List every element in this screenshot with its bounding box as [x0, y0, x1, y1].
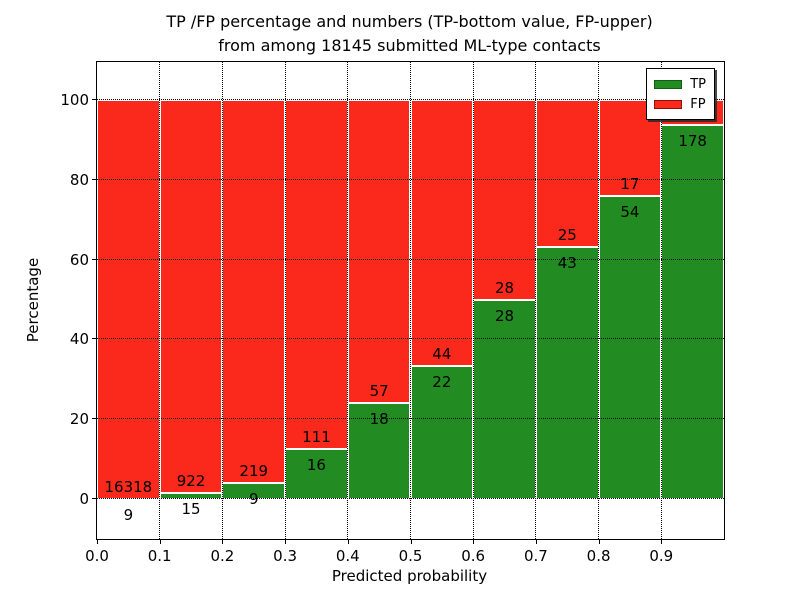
x-tick-label-0.9: 0.9	[649, 547, 674, 565]
x-tick-label-0.0: 0.0	[85, 547, 109, 565]
tp-count-label-0.6-0.7: 28	[494, 306, 515, 325]
y-gridline-100	[97, 99, 724, 100]
fp-count-label-0.2-0.3: 219	[239, 462, 269, 481]
x-tick-label-0.2: 0.2	[210, 547, 235, 565]
tp-legend-swatch	[654, 79, 683, 89]
y-tick-label-60: 60	[69, 250, 89, 269]
fp-count-label-0.4-0.5: 57	[369, 382, 389, 401]
chart-title: TP /FP percentage and numbers (TP-bottom…	[96, 10, 723, 58]
y-tick-60	[92, 258, 97, 260]
legend-item-tp: TP	[654, 74, 706, 94]
legend: TP FP	[646, 68, 715, 120]
tp-bar-0.6-0.7	[473, 299, 536, 499]
x-tick-0.6	[473, 539, 475, 544]
x-gridline-0.1	[159, 62, 161, 539]
x-tick-label-0.8: 0.8	[586, 547, 611, 565]
y-tick-label-20: 20	[69, 410, 89, 429]
tp-bar-0.8-0.9	[598, 195, 662, 499]
x-gridline-0.8	[598, 62, 600, 539]
fp-legend-label: FP	[690, 96, 706, 112]
fp-bar-0.1-0.2	[159, 100, 223, 493]
y-tick-80	[92, 178, 97, 180]
x-tick-0.2	[222, 539, 224, 544]
tp-bar-0.4-0.5	[347, 403, 411, 499]
y-tick-100	[92, 99, 97, 100]
x-tick-0.0	[97, 539, 98, 544]
y-gridline-40	[97, 338, 724, 340]
y-tick-20	[92, 418, 97, 420]
x-gridline-0.7	[535, 62, 537, 539]
x-tick-0.7	[535, 539, 537, 544]
fp-legend-swatch	[654, 99, 683, 109]
x-tick-0.8	[598, 539, 600, 544]
fp-count-label-0.0-0.1: 16318	[104, 477, 153, 496]
y-tick-label-40: 40	[69, 330, 89, 349]
x-tick-label-0.1: 0.1	[147, 547, 172, 565]
x-gridline-0.5	[410, 62, 411, 539]
fp-count-label-0.1-0.2: 922	[176, 471, 206, 490]
x-axis-label: Predicted probability	[331, 567, 488, 585]
plot-area: 16318 9 922 15 219 9 111 16 57 18 44 22 28 28 25 43 17 54…	[60, 61, 725, 565]
tp-legend-label: TP	[690, 76, 706, 92]
y-axis-label: Percentage	[24, 257, 42, 343]
x-gridline-0.6	[472, 62, 474, 539]
tp-bar-0.9-1.0	[661, 125, 724, 499]
tp-count-label-0.4-0.5: 18	[369, 410, 389, 429]
fp-bar-0.3-0.4	[285, 100, 348, 449]
x-tick-0.1	[159, 539, 161, 544]
y-tick-40	[92, 338, 97, 340]
legend-item-fp: FP	[654, 94, 706, 114]
y-tick-0	[92, 498, 97, 499]
grid-layer	[97, 62, 724, 539]
x-gridline-0.2	[221, 62, 223, 539]
fp-count-label-0.8-0.9: 17	[620, 174, 640, 193]
y-tick-label-80: 80	[69, 170, 89, 189]
bar-count-labels-layer: 16318 9 922 15 219 9 111 16 57 18 44 22 28 28 25 43 17 54…	[97, 62, 724, 539]
x-gridline-0.3	[284, 62, 286, 539]
tp-bar-0.7-0.8	[535, 246, 599, 499]
tp-count-label-0.7-0.8: 43	[557, 253, 577, 272]
y-gridline-80	[97, 178, 724, 180]
x-tick-label-0.4: 0.4	[335, 547, 360, 565]
x-tick-label-0.3: 0.3	[273, 547, 298, 565]
fp-count-label-0.5-0.6: 44	[432, 345, 452, 363]
tp-count-label-0.1-0.2: 15	[181, 499, 201, 518]
tp-count-label-0.8-0.9: 54	[620, 202, 640, 221]
ticks-layer: 0.0 0.1 0.2 0.3 0.4 0.5 0.6 0.7 0.8 0.9 0 20 40 60 80 1…	[60, 62, 724, 565]
fp-bar-0.2-0.3	[222, 100, 286, 484]
fp-bar-0.7-0.8	[535, 100, 599, 247]
chart-title-line1: TP /FP percentage and numbers (TP-bottom…	[166, 12, 653, 31]
tp-count-label-0.0-0.1: 9	[123, 505, 134, 524]
y-gridline-0	[97, 498, 724, 499]
y-gridline-20	[97, 418, 724, 420]
x-tick-0.4	[347, 539, 349, 544]
x-tick-label-0.7: 0.7	[523, 547, 548, 565]
fp-count-label-0.6-0.7: 28	[494, 278, 515, 297]
y-gridline-60	[97, 258, 724, 260]
x-tick-label-0.6: 0.6	[461, 547, 486, 565]
x-tick-0.5	[410, 539, 412, 544]
tp-count-label-0.5-0.6: 22	[432, 373, 452, 391]
x-tick-0.3	[285, 539, 287, 544]
y-tick-label-0: 0	[79, 490, 89, 508]
tp-count-label-0.3-0.4: 16	[306, 455, 326, 474]
bars-layer	[97, 62, 724, 539]
chart-title-line2: from among 18145 submitted ML-type conta…	[218, 36, 601, 55]
x-tick-0.9	[661, 539, 663, 544]
fp-count-label-0.7-0.8: 25	[557, 225, 577, 244]
x-tick-label-0.5: 0.5	[398, 547, 423, 565]
x-gridline-0.4	[347, 62, 349, 539]
fp-count-label-0.3-0.4: 111	[302, 427, 331, 446]
y-tick-label-100: 100	[60, 91, 89, 109]
tp-count-label-0.9-1.0: 178	[678, 132, 707, 151]
tp-count-label-0.2-0.3: 9	[248, 490, 259, 509]
x-gridline-0.9	[660, 62, 662, 539]
